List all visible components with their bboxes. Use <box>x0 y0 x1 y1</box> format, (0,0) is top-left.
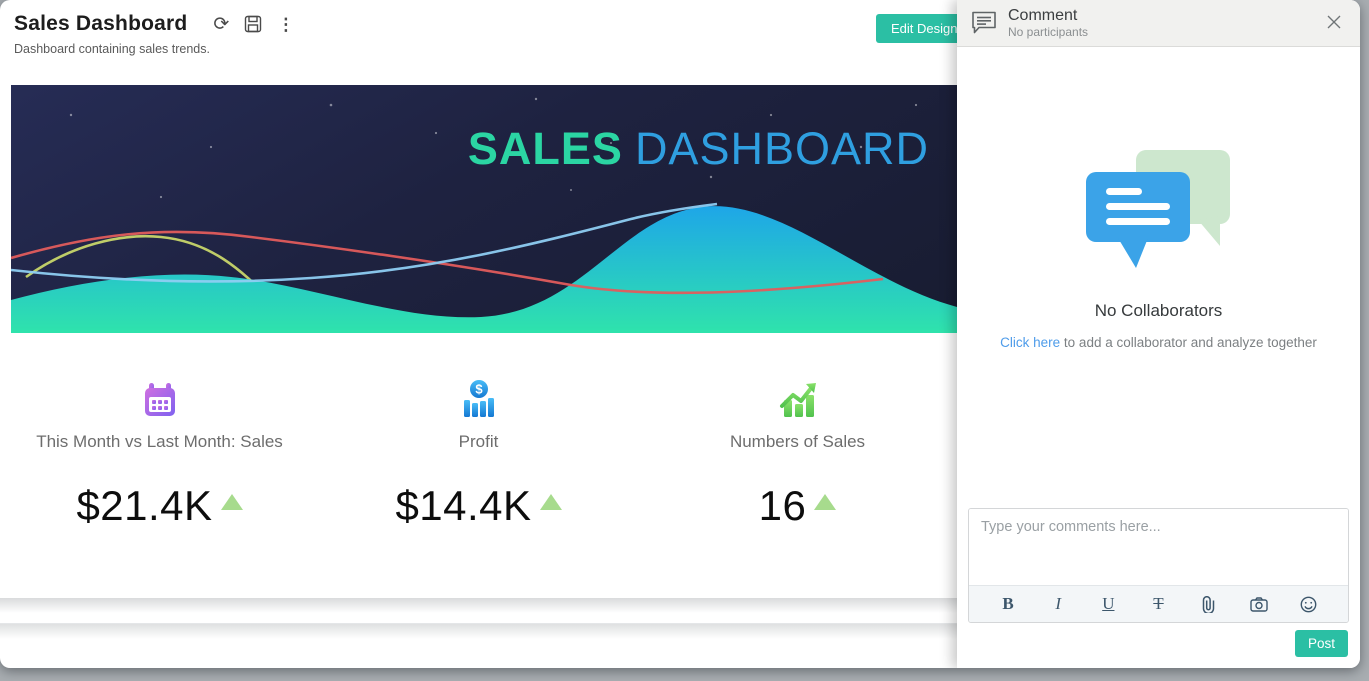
underline-button[interactable]: U <box>1095 591 1121 617</box>
kpi-profit-widget[interactable]: $ Profit $14.4K <box>319 376 638 530</box>
comment-input[interactable] <box>969 509 1348 585</box>
attachment-button[interactable] <box>1196 591 1222 617</box>
comment-panel: Comment No participants <box>957 0 1360 668</box>
kpi-value: 16 <box>758 482 807 529</box>
comment-composer: B I U T <box>968 508 1349 623</box>
save-icon[interactable] <box>244 15 262 33</box>
strikethrough-button[interactable]: T <box>1145 591 1171 617</box>
camera-button[interactable] <box>1246 591 1272 617</box>
close-icon[interactable] <box>1322 10 1346 34</box>
app-window: Sales Dashboard ⟳ ⋮ Dashboard containing… <box>0 0 1360 668</box>
dashboard-header: Sales Dashboard ⟳ ⋮ Dashboard containing… <box>14 12 294 56</box>
kpi-value: $21.4K <box>76 482 213 529</box>
participants-status: No participants <box>1008 25 1089 39</box>
emoji-button[interactable] <box>1296 591 1322 617</box>
refresh-icon[interactable]: ⟳ <box>213 13 230 35</box>
kpi-value: $14.4K <box>395 482 532 529</box>
click-here-link[interactable]: Click here <box>1000 335 1061 350</box>
italic-button[interactable]: I <box>1045 591 1071 617</box>
empty-state-title: No Collaborators <box>1094 301 1223 320</box>
chat-bubbles-illustration <box>1085 150 1230 268</box>
page-title: Sales Dashboard <box>14 12 188 35</box>
growth-chart-icon <box>776 376 820 420</box>
svg-text:$: $ <box>475 382 483 397</box>
calendar-icon <box>140 376 180 420</box>
empty-state-description-text: to add a collaborator and analyze togeth… <box>1060 335 1317 350</box>
comment-panel-header: Comment No participants <box>957 0 1360 47</box>
smiley-icon <box>1301 596 1317 612</box>
bold-button[interactable]: B <box>995 591 1021 617</box>
trend-up-icon <box>539 494 562 510</box>
comment-bubble-icon <box>970 10 998 36</box>
banner-waves-graphic <box>11 97 957 333</box>
kpi-number-of-sales-widget[interactable]: Numbers of Sales 16 <box>638 376 957 530</box>
kpi-label: This Month vs Last Month: Sales <box>36 432 283 451</box>
paperclip-icon <box>1202 595 1215 613</box>
page-subtitle: Dashboard containing sales trends. <box>14 42 210 56</box>
kpi-sales-widget[interactable]: This Month vs Last Month: Sales $21.4K <box>0 376 319 530</box>
empty-state-description: Click here to add a collaborator and ana… <box>998 333 1320 353</box>
trend-up-icon <box>814 494 837 510</box>
kpi-label: Profit <box>458 432 499 451</box>
dollar-chart-icon: $ <box>458 376 500 420</box>
more-options-icon[interactable]: ⋮ <box>277 14 295 34</box>
composer-toolbar: B I U T <box>969 585 1348 622</box>
comment-panel-title: Comment <box>1008 7 1078 24</box>
banner-title: SALES DASHBOARD <box>468 123 929 175</box>
edit-design-button[interactable]: Edit Design <box>876 14 973 43</box>
card-stack-shadow <box>0 598 957 613</box>
banner-word-sales: SALES <box>467 123 623 174</box>
banner-word-dashboard: DASHBOARD <box>634 123 929 174</box>
trend-up-icon <box>220 494 243 510</box>
no-collaborators-empty-state: No Collaborators Click here to add a col… <box>957 148 1360 353</box>
kpi-label: Numbers of Sales <box>729 432 866 451</box>
card-stack-shadow <box>0 623 957 639</box>
dashboard-banner: SALES DASHBOARD <box>11 85 957 333</box>
camera-icon <box>1250 596 1268 612</box>
kpi-row: This Month vs Last Month: Sales $21.4K <box>0 376 957 530</box>
post-button[interactable]: Post <box>1294 630 1348 657</box>
